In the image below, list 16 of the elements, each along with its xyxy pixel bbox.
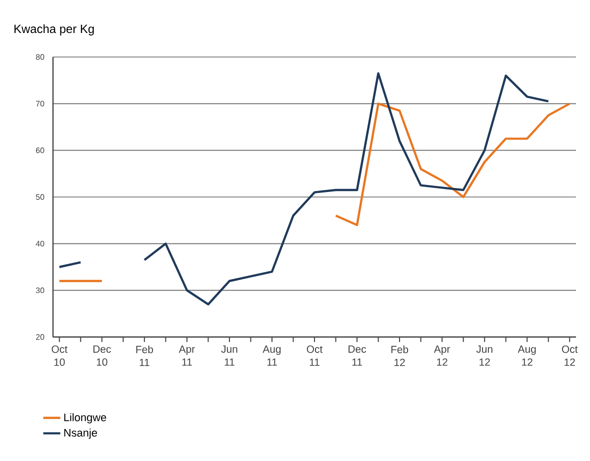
x-tick-label: Jun 12 [476,346,492,366]
legend-label: Nsanje [64,428,97,439]
x-tick-label: Aug 11 [262,346,281,366]
legend-label: Lilongwe [64,413,106,424]
x-tick-label: Oct 12 [562,346,578,366]
x-tick-label: Oct 10 [52,346,68,366]
x-tick-label: Apr 12 [434,346,450,366]
x-tick-label: Dec 10 [93,346,111,366]
x-tick-label: Jun 11 [221,346,238,366]
x-tick-label: Feb 11 [136,346,153,366]
x-tick-label: Apr 11 [178,346,195,366]
x-tick-label: Dec 11 [348,346,366,366]
x-tick-label: Feb 12 [391,346,408,366]
x-tick-label: Aug 12 [518,346,536,366]
x-tick-label: Oct 11 [306,346,323,366]
y-axis-title: Kwacha per Kg [14,24,94,36]
